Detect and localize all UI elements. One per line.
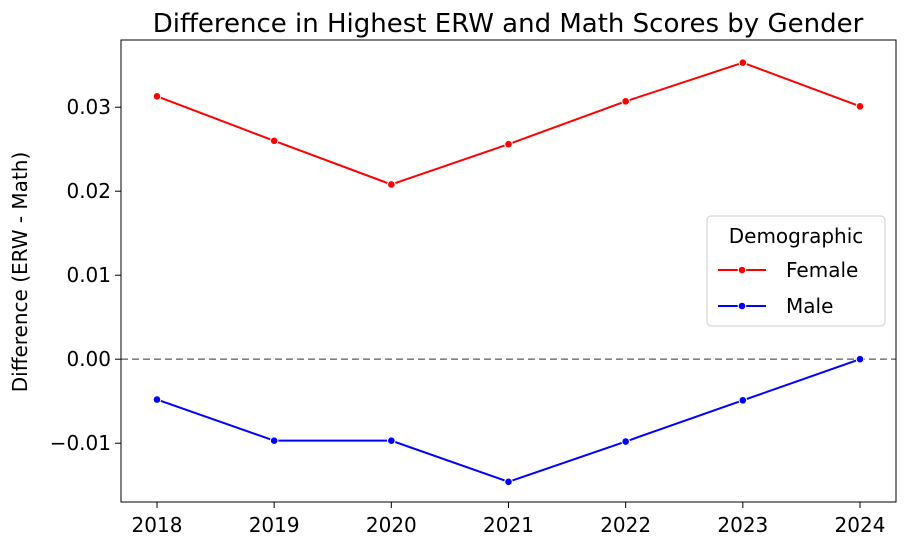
data-point-male bbox=[855, 354, 865, 364]
y-tick-label: 0.01 bbox=[66, 263, 111, 287]
x-tick-label: 2023 bbox=[717, 513, 768, 537]
y-tick-label: 0.00 bbox=[66, 347, 111, 371]
data-point-male bbox=[621, 437, 630, 446]
y-tick-label: 0.02 bbox=[66, 179, 111, 203]
data-point-female bbox=[152, 91, 162, 101]
y-axis-label: Difference (ERW - Math) bbox=[8, 152, 32, 393]
legend-entries: Female Male bbox=[718, 258, 858, 318]
data-point-female bbox=[387, 180, 396, 189]
legend-box bbox=[706, 215, 886, 327]
x-tick-label: 2022 bbox=[600, 513, 651, 537]
legend-label-female: Female bbox=[786, 258, 858, 282]
data-point-female bbox=[269, 136, 279, 146]
x-tick-label: 2021 bbox=[483, 513, 534, 537]
legend-title: Demographic bbox=[729, 224, 864, 248]
series-layer bbox=[152, 58, 865, 487]
data-point-male bbox=[738, 396, 748, 405]
y-tick-label: 0.03 bbox=[66, 95, 111, 119]
x-tick-label: 2019 bbox=[249, 513, 300, 537]
chart-title: Difference in Highest ERW and Math Score… bbox=[153, 9, 864, 39]
series-line-male bbox=[156, 358, 861, 483]
y-axis-ticks: −0.01 0.00 0.01 0.02 0.03 bbox=[50, 95, 121, 455]
data-point-female bbox=[504, 139, 513, 149]
x-tick-label: 2020 bbox=[366, 513, 417, 537]
data-point-female bbox=[855, 102, 865, 111]
data-point-male bbox=[269, 436, 279, 445]
data-point-male bbox=[152, 395, 162, 404]
y-tick-label: −0.01 bbox=[50, 431, 111, 455]
legend-swatch-marker-female bbox=[737, 265, 747, 275]
data-point-male bbox=[387, 436, 396, 445]
x-axis-ticks: 2018 2019 2020 2021 2022 2023 2024 bbox=[132, 502, 886, 537]
series-line-female bbox=[156, 61, 861, 186]
data-point-female bbox=[738, 58, 748, 67]
x-tick-label: 2024 bbox=[835, 513, 886, 537]
data-point-male bbox=[504, 477, 513, 487]
data-point-female bbox=[621, 97, 630, 106]
legend-label-male: Male bbox=[786, 294, 833, 318]
legend-swatch-marker-male bbox=[737, 301, 747, 311]
legend: Demographic Female Male bbox=[706, 215, 886, 327]
x-tick-label: 2018 bbox=[132, 513, 183, 537]
